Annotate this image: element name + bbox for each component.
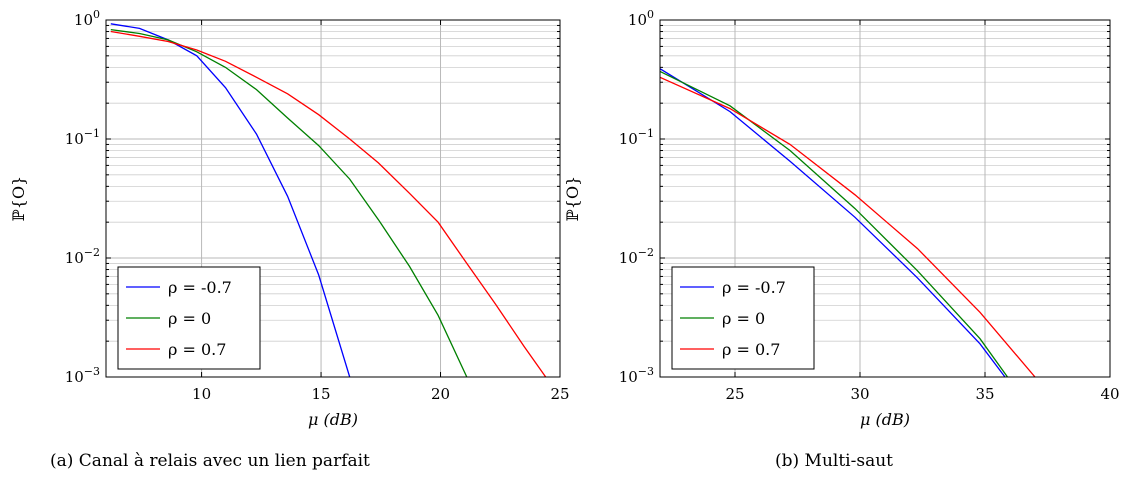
x-tick-label: 20	[431, 385, 450, 403]
series-group	[110, 23, 547, 377]
x-tick-label: 10	[192, 385, 211, 403]
x-axis-label: μ (dB)	[860, 410, 910, 429]
y-tick-label: 10−2	[65, 246, 100, 267]
y-tick-label: 10−2	[619, 246, 654, 267]
y-tick-exponent: 0	[647, 8, 654, 21]
series-line	[110, 23, 351, 377]
y-tick-label: 10−1	[65, 127, 100, 148]
y-tick-label: 10−3	[65, 365, 100, 386]
y-tick-base: 10	[628, 11, 647, 29]
y-tick-exponent: 0	[93, 8, 100, 21]
legend-label: ρ = 0	[722, 309, 765, 328]
legend-label: ρ = -0.7	[168, 278, 232, 297]
y-tick-label: 10−3	[619, 365, 654, 386]
y-tick-base: 10	[619, 130, 638, 148]
x-tick-label: 35	[975, 385, 994, 403]
y-axis-label: ℙ{O}	[563, 176, 582, 222]
x-tick-label: 25	[725, 385, 744, 403]
axis-frame	[659, 19, 1111, 378]
series-line	[660, 70, 1009, 377]
series-line	[110, 28, 468, 377]
axis-frame	[105, 19, 561, 378]
y-tick-exponent: −1	[638, 127, 654, 140]
y-tick-exponent: −3	[638, 365, 654, 378]
series-line	[110, 30, 547, 377]
x-tick-label: 25	[550, 385, 569, 403]
y-tick-exponent: −2	[84, 246, 100, 259]
legend-label: ρ = 0.7	[722, 340, 780, 359]
y-tick-base: 10	[619, 368, 638, 386]
y-tick-base: 10	[74, 11, 93, 29]
x-tick-label: 40	[1100, 385, 1119, 403]
y-tick-exponent: −2	[638, 246, 654, 259]
legend: ρ = -0.7 ρ = 0 ρ = 0.7	[117, 266, 261, 370]
x-tick-label: 30	[850, 385, 869, 403]
x-tick-label: 15	[312, 385, 331, 403]
x-axis-label: μ (dB)	[308, 410, 358, 429]
y-tick-exponent: −1	[84, 127, 100, 140]
y-tick-base: 10	[65, 249, 84, 267]
y-tick-label: 10−1	[619, 127, 654, 148]
y-tick-exponent: −3	[84, 365, 100, 378]
y-tick-label: 100	[628, 8, 654, 29]
grid	[660, 20, 1111, 378]
legend-label: ρ = -0.7	[722, 278, 786, 297]
y-tick-base: 10	[65, 130, 84, 148]
series-line	[660, 76, 1036, 377]
series-line	[660, 68, 1006, 377]
series-group	[660, 68, 1036, 377]
legend: ρ = -0.7 ρ = 0 ρ = 0.7	[671, 266, 815, 370]
legend-label: ρ = 0.7	[168, 340, 226, 359]
legend-box	[117, 266, 261, 370]
legend-label: ρ = 0	[168, 309, 211, 328]
panel-caption: (b) Multi-saut	[775, 451, 893, 471]
y-tick-label: 100	[74, 8, 100, 29]
panel-caption: (a) Canal à relais avec un lien parfait	[50, 451, 370, 471]
y-tick-base: 10	[65, 368, 84, 386]
y-axis-label: ℙ{O}	[9, 176, 28, 222]
y-tick-base: 10	[619, 249, 638, 267]
